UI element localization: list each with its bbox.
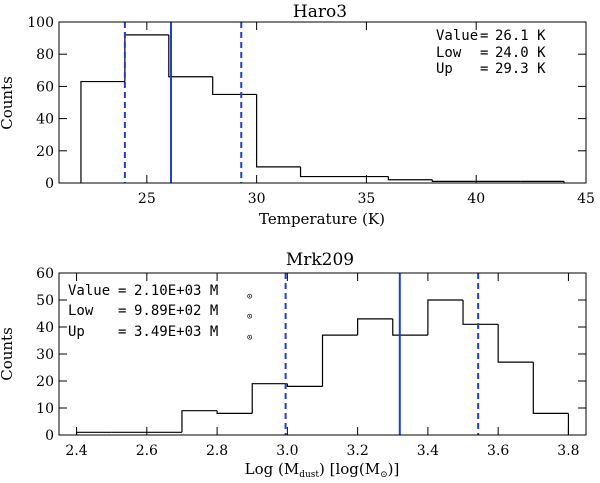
mrk209-hist-bin [251,383,288,414]
haro3-xtick-label: 45 [577,191,595,207]
mrk209-low-label: Low [68,303,94,319]
mrk209-value-sun-icon: ⊙ [247,292,252,302]
mrk209-value-label: Value [68,283,110,299]
mrk209-hist-bin [216,410,253,414]
haro3-low-val: 24.0 K [495,45,546,61]
haro3-ytick-label: 0 [45,176,54,192]
haro3-xtick-label: 40 [467,191,485,207]
haro3-histogram [80,34,565,183]
mrk209-hist-bin [392,318,428,336]
mrk209-xlabel-part1: Log (M [245,460,300,478]
haro3-marker-lines [123,22,243,183]
haro3-hist-bin [299,166,345,178]
haro3-frame [58,21,587,184]
mrk209-up-eq: = [118,324,126,340]
mrk209-hist-bin [286,383,323,387]
mrk209-hist-bin [357,318,393,336]
haro3-hist-bin [431,179,477,182]
mrk209-xtick-label: 3.2 [347,443,369,459]
haro3-hist-bin [168,34,213,78]
haro3-up-eq: = [480,61,488,77]
mrk209-panel: Mrk209 2.4 2.6 2.8 3.0 3.2 3.4 3.6 3.8 0 10 20 30 40… [0,250,587,480]
mrk209-ytick-label: 0 [45,428,54,444]
haro3-hist-bin [212,76,257,96]
mrk209-frame [58,272,587,436]
haro3-ytick-label: 40 [36,112,54,128]
mrk209-xtick-label: 3.6 [487,443,509,459]
haro3-ytick-label: 20 [36,144,54,160]
mrk209-up-sun-icon: ⊙ [247,333,252,343]
haro3-low-eq: = [480,45,488,61]
haro3-xtick-label: 25 [138,191,156,207]
mrk209-xlabel-part2: ) [log(M [319,460,380,478]
mrk209-xlabel-sun-icon: ⊙ [380,470,388,480]
haro3-value-label: Value [436,28,478,44]
haro3-xlabel: Temperature (K) [259,210,385,228]
mrk209-ylabel: Counts [0,327,16,381]
mrk209-ytick-label: 40 [36,320,54,336]
mrk209-ytick-label: 10 [36,401,54,417]
haro3-hist-bin [124,34,169,82]
mrk209-hist-bin [532,362,569,414]
mrk209-xlabel-sub: dust [299,470,319,480]
mrk209-up-val: 3.49E+03 M [134,324,218,340]
mrk209-title: Mrk209 [286,250,354,270]
haro3-up-label: Up [436,61,453,77]
mrk209-low-eq: = [118,303,126,319]
mrk209-hist-bin [427,299,464,336]
haro3-hist-bin [387,176,433,181]
mrk209-ytick-label: 20 [36,374,54,390]
mrk209-hist-bin [462,300,499,325]
mrk209-low-val: 9.89E+02 M [134,303,218,319]
haro3-ytick-label: 60 [36,79,54,95]
haro3-annotation: Value = 26.1 K Low = 24.0 K Up = 29.3 K [436,28,546,77]
mrk209-marker-lines [284,273,480,435]
haro3-xtick-label: 35 [358,191,376,207]
mrk209-ytick-label: 30 [36,347,54,363]
haro3-hist-bin [256,94,301,168]
mrk209-xtick-label: 3.4 [417,443,439,459]
mrk209-histogram [75,299,570,435]
haro3-ylabel: Counts [0,76,16,130]
haro3-panel: Haro3 25 30 35 40 45 0 20 40 60 80 100 Value = 26.… [0,2,595,228]
haro3-value-val: 26.1 K [495,28,546,44]
mrk209-xtick-label: 3.0 [276,443,298,459]
haro3-value-eq: = [480,28,488,44]
mrk209-ytick-label: 50 [36,293,54,309]
mrk209-xtick-label: 2.8 [206,443,228,459]
mrk209-annotation: Value = 2.10E+03 M ⊙ Low = 9.89E+02 M ⊙ … [68,283,252,343]
mrk209-value-val: 2.10E+03 M [134,283,218,299]
mrk209-xlabel: Log (Mdust) [log(M⊙)] [245,460,400,480]
mrk209-xtick-label: 2.4 [65,443,87,459]
mrk209-value-eq: = [118,283,126,299]
mrk209-xtick-label: 3.8 [557,443,579,459]
haro3-ytick-label: 80 [36,47,54,63]
haro3-up-val: 29.3 K [495,61,546,77]
mrk209-up-label: Up [68,324,85,340]
haro3-low-label: Low [436,45,462,61]
haro3-xtick-label: 30 [248,191,266,207]
haro3-hist-bin [80,80,125,183]
haro3-title: Haro3 [293,2,347,22]
mrk209-xtick-label: 2.6 [136,443,158,459]
mrk209-axes: 2.4 2.6 2.8 3.0 3.2 3.4 3.6 3.8 0 10 20 30 40 50 60 [36,266,586,459]
mrk209-hist-bin [497,324,534,363]
mrk209-low-sun-icon: ⊙ [247,312,252,322]
mrk209-xlabel-part3: )] [388,460,400,478]
mrk209-ytick-label: 60 [36,266,54,282]
haro3-ytick-label: 100 [27,15,54,31]
mrk209-hist-bin [181,410,218,433]
mrk209-hist-bin [321,334,358,387]
